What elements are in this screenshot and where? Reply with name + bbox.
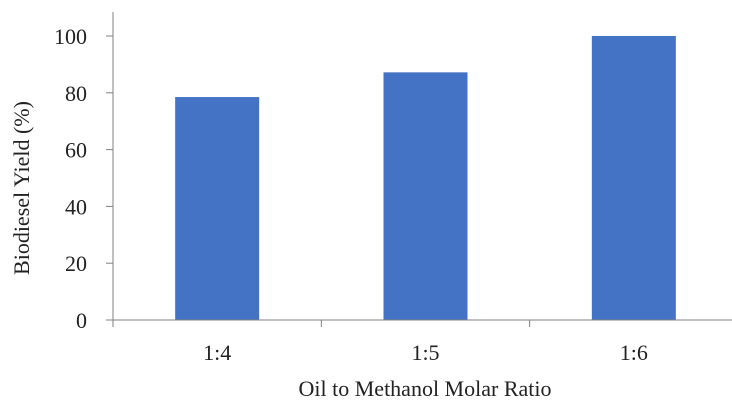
y-tick-label: 0 (76, 308, 87, 333)
bar (383, 72, 468, 321)
x-tick-label: 1:5 (411, 340, 439, 365)
x-tick-label: 1:6 (620, 340, 648, 365)
x-axis-ticks: 1:4 1:5 1:6 (112, 320, 648, 365)
bar (591, 36, 676, 320)
y-axis-title: Biodiesel Yield (%) (9, 101, 34, 275)
bar (175, 97, 260, 320)
y-tick-label: 80 (65, 81, 87, 106)
x-axis-title: Oil to Methanol Molar Ratio (299, 376, 552, 401)
x-tick-label: 1:4 (203, 340, 231, 365)
y-axis-ticks: 0 20 40 60 80 100 (54, 24, 113, 333)
y-tick-label: 40 (65, 194, 87, 219)
y-tick-label: 100 (54, 24, 87, 49)
bars (175, 36, 676, 321)
y-tick-label: 60 (65, 138, 87, 163)
y-tick-label: 20 (65, 251, 87, 276)
